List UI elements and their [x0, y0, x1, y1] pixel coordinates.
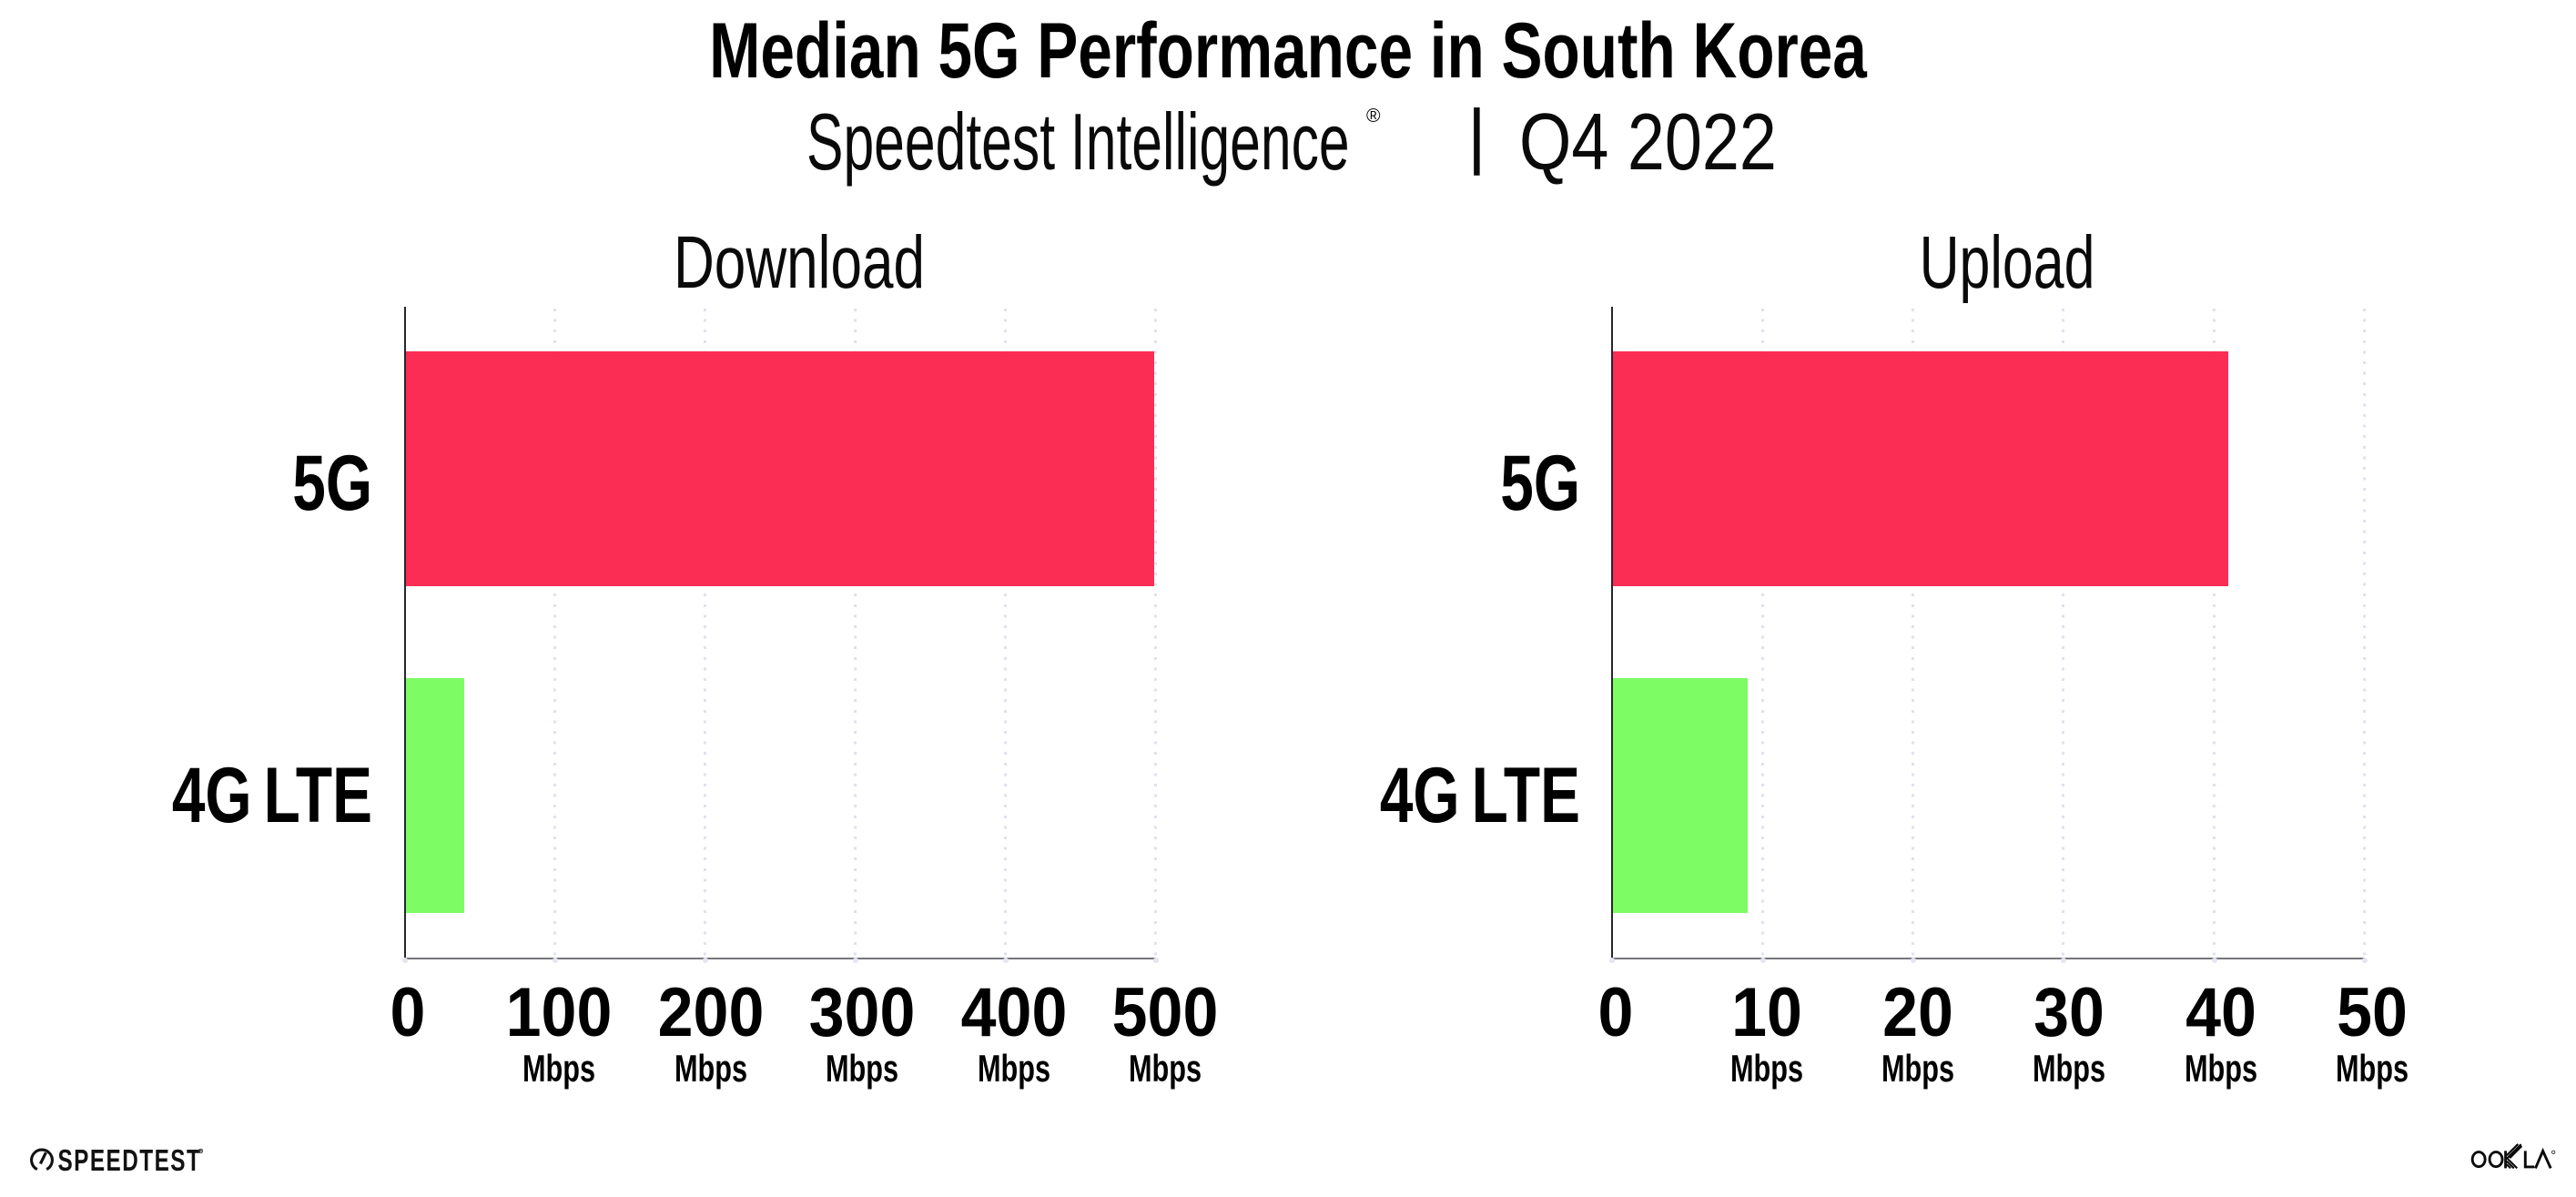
svg-text:SPEEDTEST: SPEEDTEST — [58, 1146, 202, 1177]
